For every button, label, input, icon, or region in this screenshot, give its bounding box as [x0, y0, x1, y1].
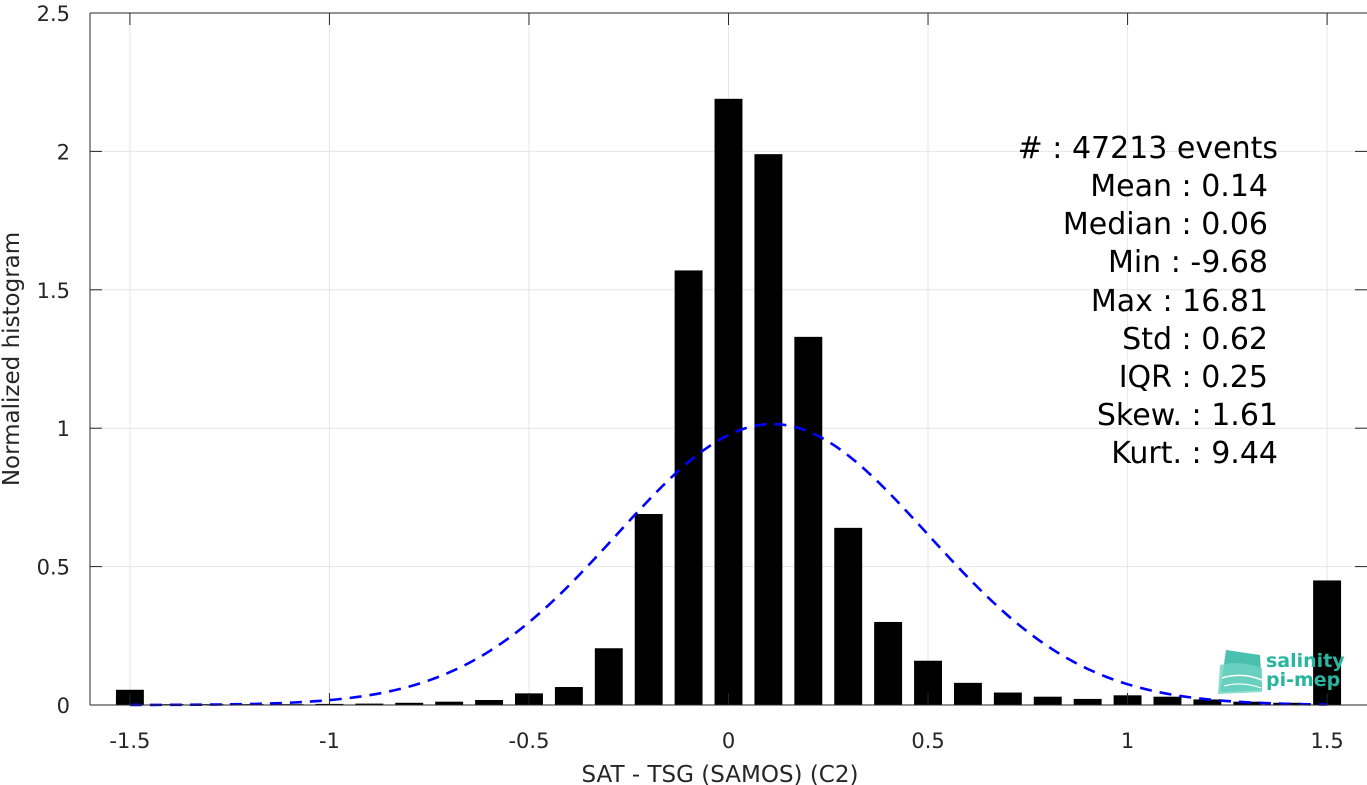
- histogram-bar: [874, 621, 903, 705]
- y-tick-label: 1.5: [37, 279, 70, 303]
- histogram-bar: [475, 700, 504, 705]
- y-tick-label: 2: [57, 140, 70, 164]
- stat-mean: Mean : 0.14: [1090, 169, 1268, 204]
- y-tick-label: 2.5: [37, 2, 70, 26]
- x-tick-label: -1.5: [109, 729, 150, 753]
- histogram-bar: [634, 514, 663, 705]
- histogram-bar: [435, 701, 464, 705]
- x-tick-label: 1.5: [1310, 729, 1343, 753]
- stat-max: Max : 16.81: [1091, 284, 1268, 319]
- stat-skew: Skew. : 1.61: [1097, 398, 1278, 433]
- logo-line1: salinity: [1266, 650, 1345, 672]
- histogram-bar: [754, 154, 783, 706]
- y-tick-label: 0.5: [37, 556, 70, 580]
- gaussian-fit-curve: [129, 422, 1328, 707]
- histogram-bar: [1033, 696, 1062, 705]
- salinity-pi-mep-logo: salinity pi-mep: [1218, 650, 1345, 694]
- histogram-bar: [674, 270, 703, 705]
- stat-std: Std : 0.62: [1122, 322, 1268, 357]
- histogram-bar: [794, 336, 823, 705]
- y-tick-label: 1: [57, 417, 70, 441]
- y-axis-label: Normalized histogram: [0, 232, 25, 486]
- stat-iqr: IQR : 0.25: [1119, 360, 1268, 395]
- logo-line2: pi-mep: [1266, 669, 1340, 691]
- histogram-bars: [115, 98, 1342, 706]
- x-tick-label: 1: [1121, 729, 1134, 753]
- y-tick-label: 0: [57, 694, 70, 718]
- logo-wave-icon: [1218, 650, 1263, 694]
- x-tick-label: -0.5: [508, 729, 549, 753]
- histogram-bar: [834, 527, 863, 705]
- histogram-bar: [554, 687, 583, 705]
- stat-kurt: Kurt. : 9.44: [1111, 436, 1278, 471]
- y-tick-labels: 0 0.5 1 1.5 2 2.5: [37, 2, 1367, 718]
- histogram-bar: [714, 98, 743, 706]
- x-tick-label: 0.5: [911, 729, 944, 753]
- x-axis-label: SAT - TSG (SAMOS) (C2): [582, 762, 859, 785]
- histogram-bar: [993, 692, 1022, 705]
- histogram-bar: [1313, 580, 1342, 705]
- stat-median: Median : 0.06: [1063, 207, 1268, 242]
- histogram-bar: [953, 682, 982, 705]
- stat-events: # : 47213 events: [1018, 131, 1278, 166]
- histogram-bar: [1153, 696, 1182, 705]
- histogram-bar: [395, 702, 424, 705]
- histogram-bar: [355, 703, 384, 705]
- stats-box: # : 47213 events Mean : 0.14 Median : 0.…: [1018, 131, 1278, 471]
- histogram-bar: [1193, 699, 1222, 705]
- histogram-bar: [594, 648, 623, 705]
- stat-min: Min : -9.68: [1108, 245, 1268, 280]
- x-tick-labels: -1.5 -1 -0.5 0 0.5 1 1.5: [109, 13, 1344, 753]
- x-tick-label: -1: [319, 729, 340, 753]
- histogram-bar: [1073, 698, 1102, 705]
- x-tick-label: 0: [722, 729, 735, 753]
